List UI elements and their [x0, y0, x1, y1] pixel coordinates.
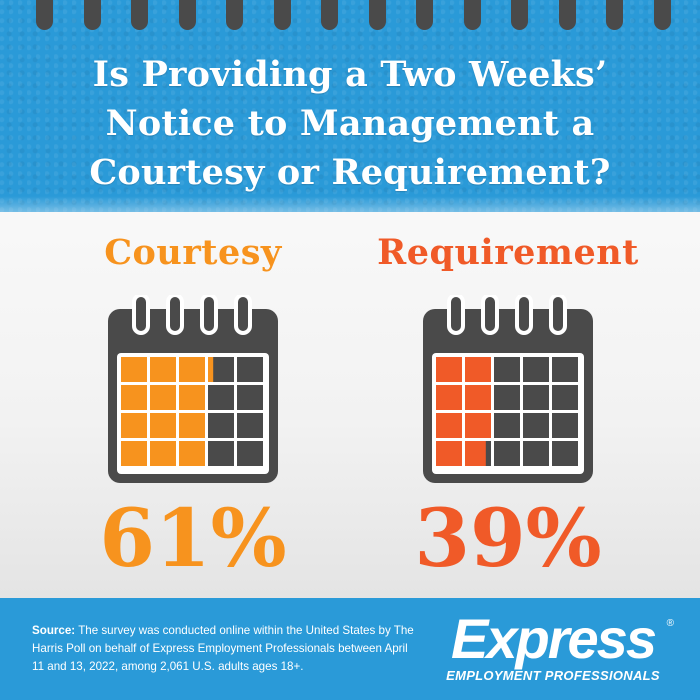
calendar-day-fill: [150, 385, 176, 410]
calendar-day-cell: [237, 385, 263, 410]
header-fade: [0, 196, 700, 212]
binding-ring: [463, 0, 481, 30]
calendar-day-cell: [523, 357, 549, 382]
calendar-day-cell: [494, 441, 520, 466]
binding-ring: [273, 0, 291, 30]
express-logo: Express ® EMPLOYMENT PROFESSIONALS: [428, 607, 678, 692]
category-label-courtesy: Courtesy: [104, 232, 282, 273]
page-title: Is Providing a Two Weeks’ Notice to Mana…: [20, 50, 680, 197]
calendar-day-cell: [208, 413, 234, 438]
binding-ring: [226, 0, 243, 30]
calendar-day-fill: [179, 441, 205, 466]
calendar-day-cell: [237, 413, 263, 438]
calendar-day-fill: [465, 357, 491, 382]
headline-line-3: Courtesy or Requirement?: [89, 152, 611, 193]
logo-registered-mark: ®: [666, 618, 674, 629]
headline-line-2: Notice to Management a: [105, 103, 595, 144]
calendar-tab: [515, 295, 533, 335]
calendar-day-fill: [436, 357, 462, 382]
calendar-tab: [200, 295, 218, 335]
calendar-day-fill: [465, 441, 486, 466]
percent-label-courtesy: 61%: [99, 491, 287, 585]
source-note: Source: The survey was conducted online …: [32, 622, 417, 676]
calendar-day-fill: [179, 413, 205, 438]
calendar-day-fill: [208, 357, 214, 382]
percent-label-requirement: 39%: [414, 491, 602, 585]
calendar-day-cell: [237, 441, 263, 466]
calendar-day-cell: [494, 385, 520, 410]
calendar-day-cell: [523, 385, 549, 410]
calendar-day-cell: [237, 357, 263, 382]
logo-tagline: EMPLOYMENT PROFESSIONALS: [446, 668, 660, 683]
calendar-day-fill: [121, 385, 147, 410]
calendar-day-fill: [465, 413, 491, 438]
calendar-binding-rings: [0, 0, 700, 40]
binding-ring: [83, 0, 101, 30]
calendar-day-fill: [150, 413, 176, 438]
calendar-day-fill: [150, 441, 176, 466]
calendar-icon-courtesy: [108, 295, 278, 483]
footer-banner: [0, 598, 700, 700]
binding-ring: [416, 0, 433, 30]
calendar-tab: [132, 295, 150, 335]
logo-wordmark: Express: [451, 607, 657, 670]
binding-ring: [653, 0, 671, 30]
calendar-tab: [234, 295, 252, 335]
calendar-day-cell: [494, 357, 520, 382]
calendar-day-fill: [436, 413, 462, 438]
binding-ring: [558, 0, 576, 30]
calendar-day-fill: [179, 357, 205, 382]
calendar-tab: [549, 295, 567, 335]
calendar-day-cell: [208, 385, 234, 410]
calendar-day-cell: [552, 385, 578, 410]
headline-line-1: Is Providing a Two Weeks’: [92, 54, 608, 95]
calendar-day-fill: [150, 357, 176, 382]
calendar-day-cell: [523, 441, 549, 466]
calendar-day-cell: [494, 413, 520, 438]
source-label: Source:: [32, 624, 76, 637]
binding-ring: [178, 0, 196, 30]
calendar-day-cell: [523, 413, 549, 438]
calendar-day-fill: [121, 441, 147, 466]
binding-ring: [511, 0, 528, 30]
calendar-day-fill: [179, 385, 205, 410]
calendar-day-cell: [552, 413, 578, 438]
binding-ring: [131, 0, 148, 30]
binding-ring: [321, 0, 338, 30]
header-banner: [0, 0, 700, 212]
calendar-day-cell: [208, 441, 234, 466]
binding-ring: [606, 0, 623, 30]
binding-ring: [368, 0, 386, 30]
calendar-day-cell: [552, 441, 578, 466]
calendar-day-fill: [436, 385, 462, 410]
calendar-day-cell: [552, 357, 578, 382]
calendar-tab: [481, 295, 499, 335]
calendar-day-fill: [436, 441, 462, 466]
calendar-day-fill: [465, 385, 491, 410]
calendar-tab: [166, 295, 184, 335]
category-label-requirement: Requirement: [377, 232, 639, 273]
binding-ring: [36, 0, 53, 30]
calendar-day-fill: [121, 413, 147, 438]
calendar-day-fill: [121, 357, 147, 382]
calendar-tab: [447, 295, 465, 335]
calendar-icon-requirement: [423, 295, 593, 483]
source-body: The survey was conducted online within t…: [32, 624, 414, 673]
